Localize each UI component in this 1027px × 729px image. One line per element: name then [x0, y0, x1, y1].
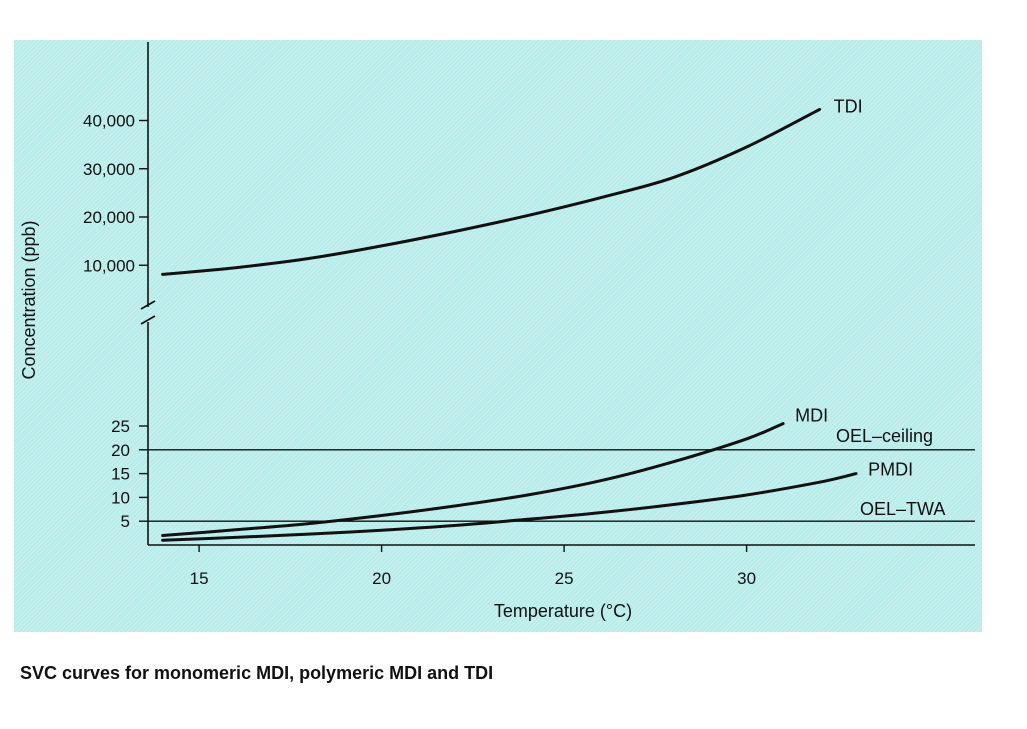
- y-ticks-lower: 5 10 15 20 25: [111, 417, 148, 531]
- axes: [140, 42, 975, 546]
- axis-break-mark-top: [140, 300, 156, 310]
- y-tick-label-lower: 10: [111, 488, 130, 507]
- x-tick-label: 20: [372, 569, 391, 588]
- x-axis-title: Temperature (°C): [494, 601, 632, 621]
- x-tick-label: 15: [190, 569, 209, 588]
- figure-caption: SVC curves for monomeric MDI, polymeric …: [20, 663, 494, 683]
- series-label-pmdi: PMDI: [868, 460, 913, 480]
- y-axis-title: Concentration (ppb): [19, 220, 39, 379]
- axis-break-mark-bottom: [140, 315, 156, 325]
- y-tick-label-lower: 5: [121, 512, 130, 531]
- series-line-tdi: [161, 107, 822, 276]
- y-tick-label-lower: 15: [111, 465, 130, 484]
- y-tick-label-upper: 40,000: [83, 112, 135, 131]
- series-line-mdi: [161, 422, 785, 537]
- x-ticks: 15 20 25 30: [190, 545, 756, 588]
- reference-lines: OEL–ceiling OEL–TWA: [148, 426, 975, 522]
- series-label-tdi: TDI: [834, 96, 863, 116]
- reference-line-label: OEL–ceiling: [836, 426, 933, 446]
- curves: TDI MDI PMDI: [161, 96, 913, 542]
- y-tick-label-upper: 10,000: [83, 256, 135, 275]
- y-tick-label-upper: 20,000: [83, 208, 135, 227]
- series-line-pmdi: [161, 472, 858, 542]
- x-tick-label: 30: [737, 569, 756, 588]
- y-tick-label-upper: 30,000: [83, 160, 135, 179]
- x-tick-label: 25: [555, 569, 574, 588]
- y-ticks-upper: 10,000 20,000 30,000 40,000: [83, 112, 148, 275]
- series-label-mdi: MDI: [795, 406, 828, 426]
- y-tick-label-lower: 25: [111, 417, 130, 436]
- y-tick-label-lower: 20: [111, 441, 130, 460]
- reference-line-label: OEL–TWA: [860, 499, 945, 519]
